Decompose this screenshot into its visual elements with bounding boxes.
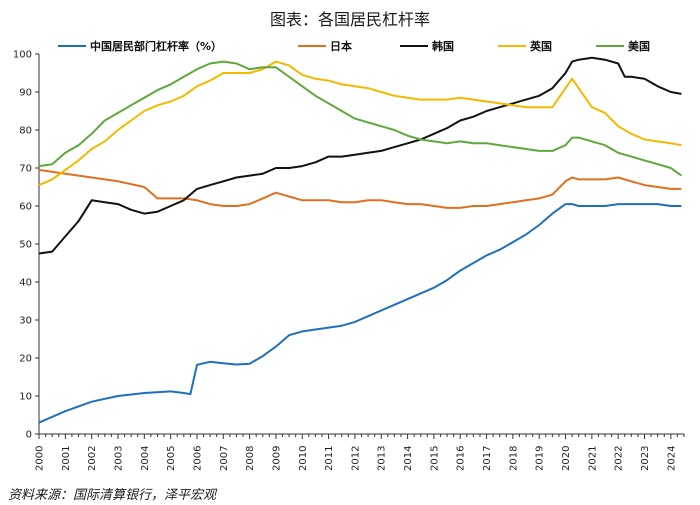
series-line-1 — [38, 168, 682, 209]
x-tick-label: 2021 — [587, 446, 598, 471]
x-tick-label: 2020 — [561, 446, 572, 471]
x-tick-label: 2003 — [113, 446, 124, 471]
x-tick-label: 2011 — [324, 446, 335, 471]
y-tick-label: 90 — [19, 88, 32, 99]
x-tick-label: 2007 — [219, 446, 230, 471]
x-tick-label: 2014 — [403, 446, 414, 471]
y-tick-label: 80 — [19, 126, 32, 137]
y-tick-label: 0 — [26, 430, 32, 441]
axes: 0 10 20 30 40 50 60 70 80 90 100 2000 2001 2002 2003 20… — [13, 50, 685, 471]
x-tick-label: 2023 — [640, 446, 651, 471]
y-tick-label: 50 — [19, 240, 32, 251]
x-tick-label: 2015 — [429, 446, 440, 471]
x-tick-label: 2009 — [271, 446, 282, 471]
x-tick-label: 2013 — [377, 446, 388, 471]
x-tick-label: 2022 — [614, 446, 625, 471]
x-tick-label: 2002 — [87, 446, 98, 471]
y-tick-label: 20 — [19, 354, 32, 365]
x-tick-label: 2017 — [482, 446, 493, 471]
x-tick-label: 2010 — [298, 446, 309, 471]
x-tick-label: 2019 — [535, 446, 546, 471]
legend-label: 日本 — [330, 39, 352, 53]
x-tick-label: 2024 — [666, 446, 677, 471]
y-tick-label: 30 — [19, 316, 32, 327]
y-tick-label: 40 — [19, 278, 32, 289]
y-tick-label: 100 — [13, 50, 32, 61]
series-line-2 — [38, 56, 682, 255]
x-tick-label: 2000 — [35, 446, 46, 471]
x-tick-label: 2006 — [192, 446, 203, 471]
x-tick-label: 2016 — [456, 446, 467, 471]
series-line-3 — [38, 60, 682, 187]
legend: 中国居民部门杠杆率（%） 日本 韩国 英国 美国 — [58, 39, 650, 53]
series-line-0 — [38, 203, 682, 424]
legend-label: 中国居民部门杠杆率（%） — [90, 39, 222, 53]
chart-title: 图表：各国居民杠杆率 — [269, 10, 430, 29]
x-tick-label: 2008 — [245, 446, 256, 471]
series-line-4 — [38, 60, 682, 177]
legend-label: 韩国 — [432, 39, 454, 53]
x-tick-label: 2005 — [166, 446, 177, 471]
legend-label: 美国 — [628, 39, 650, 53]
line-chart: 0 10 20 30 40 50 60 70 80 90 100 2000 2001 2002 2003 20… — [13, 39, 685, 471]
x-tick-label: 2018 — [508, 446, 519, 471]
x-tick-label: 2001 — [61, 446, 72, 471]
x-tick-label: 2012 — [350, 446, 361, 471]
y-tick-label: 10 — [19, 392, 32, 403]
y-tick-label: 60 — [19, 202, 32, 213]
series-lines — [38, 56, 682, 424]
y-tick-label: 70 — [19, 164, 32, 175]
x-tick-label: 2004 — [140, 446, 151, 471]
legend-label: 英国 — [529, 39, 552, 53]
source-note: 资料来源：国际清算银行，泽平宏观 — [8, 488, 217, 503]
